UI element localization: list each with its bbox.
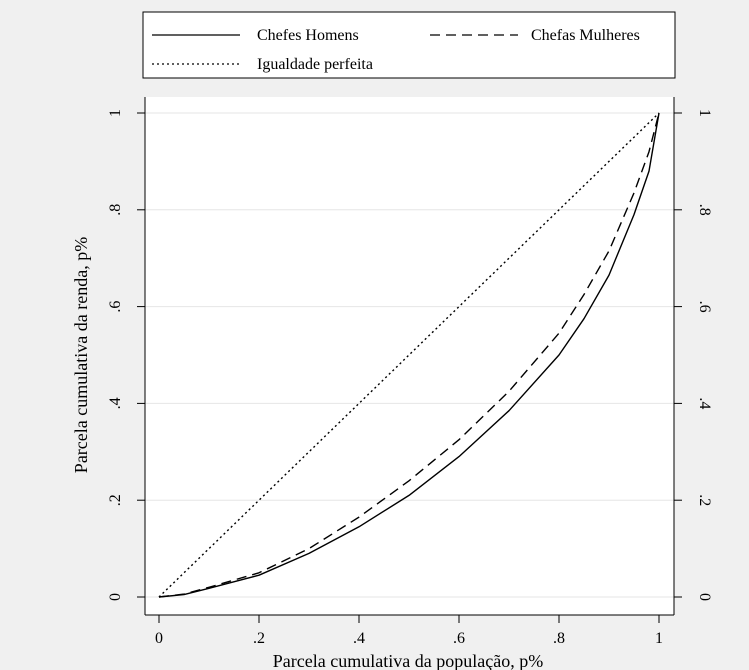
legend-label-igualdade-perfeita: Igualdade perfeita [257, 56, 373, 73]
plot-area [145, 97, 674, 615]
x-tick-label-1: .2 [253, 630, 265, 647]
y-tick-label-right-2: .4 [696, 397, 713, 409]
y-tick-label-left-1: .2 [107, 494, 124, 506]
x-tick-label-2: .4 [353, 630, 365, 647]
series-lines [158, 112, 660, 598]
x-tick-label-4: .8 [553, 630, 565, 647]
legend-box [142, 11, 676, 79]
y-tick-label-left-3: .6 [107, 301, 124, 313]
y-tick-label-right-4: .8 [696, 204, 713, 216]
y-tick-label-right-0: 0 [696, 593, 713, 601]
y-tick-label-right-1: .2 [696, 494, 713, 506]
legend: Chefes Homens Chefas Mulheres Igualdade … [142, 11, 676, 79]
y-tick-label-right-5: 1 [696, 109, 713, 117]
y-tick-label-left-4: .8 [107, 204, 124, 216]
y-axis-title: Parcela cumulativa da renda, p% [71, 237, 91, 473]
x-tick-label-5: 1 [655, 630, 663, 647]
x-tick-label-3: .6 [453, 630, 465, 647]
axis-ticks: 0 0 .2 .2 .4 .4 .6 .6 .8 .8 1 1 0 .2 .4 .6 .8 1 [107, 109, 713, 647]
legend-label-chefas-mulheres: Chefas Mulheres [531, 27, 640, 44]
legend-label-chefes-homens: Chefes Homens [257, 27, 359, 44]
series-line-chefes-homens [158, 112, 660, 598]
y-tick-label-left-0: 0 [107, 593, 124, 601]
y-tick-label-right-3: .6 [696, 301, 713, 313]
series-line-igualdade-perfeita [158, 112, 660, 598]
x-tick-label-0: 0 [155, 630, 163, 647]
y-tick-label-left-2: .4 [107, 397, 124, 409]
y-tick-label-left-5: 1 [107, 109, 124, 117]
x-axis-title: Parcela cumulativa da população, p% [273, 651, 543, 670]
series-line-chefas-mulheres [158, 112, 660, 598]
gridlines [145, 112, 674, 598]
